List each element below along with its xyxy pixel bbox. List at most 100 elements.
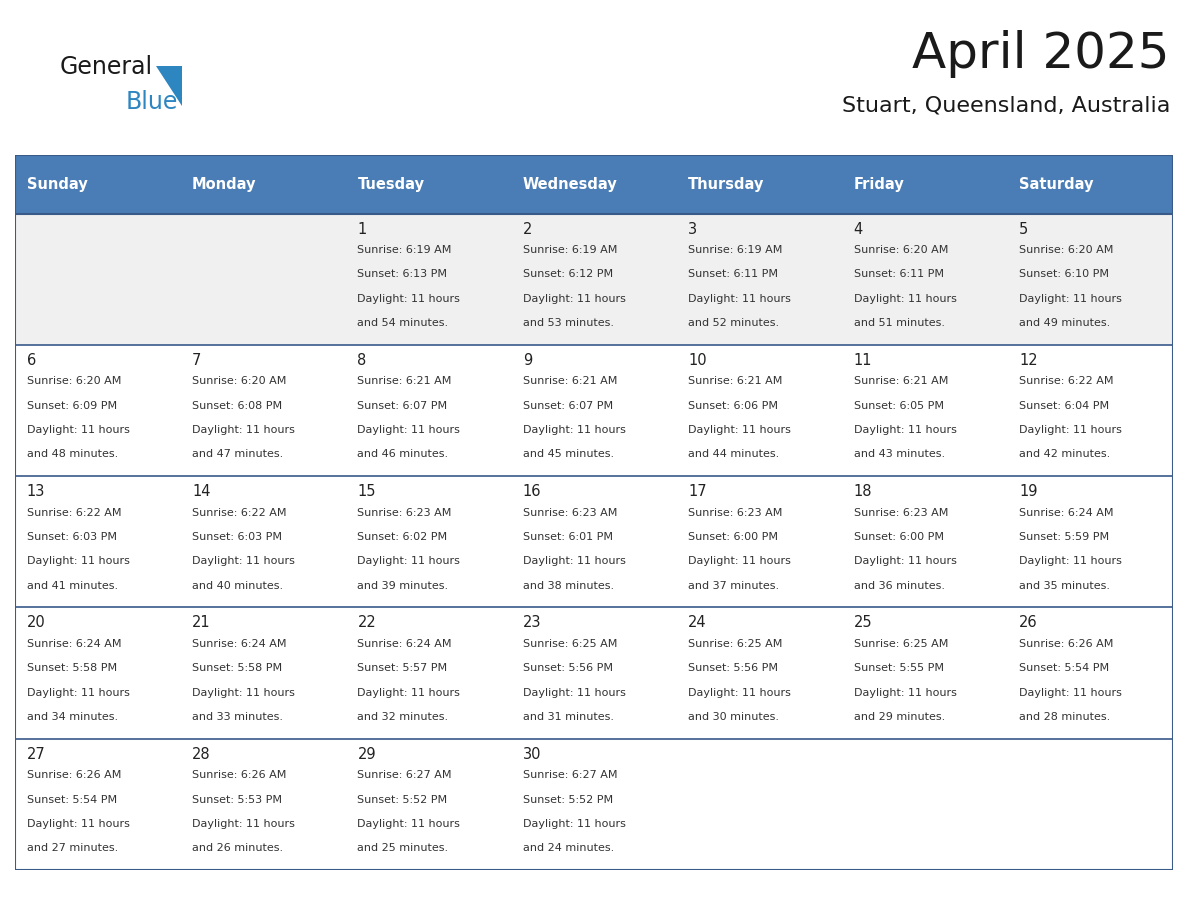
Text: and 30 minutes.: and 30 minutes. [688, 711, 779, 722]
Text: 2: 2 [523, 221, 532, 237]
Polygon shape [156, 66, 182, 106]
Text: Daylight: 11 hours: Daylight: 11 hours [1019, 425, 1121, 435]
Text: 24: 24 [688, 615, 707, 631]
Bar [15, 155, 181, 214]
Text: Sunset: 5:54 PM: Sunset: 5:54 PM [1019, 663, 1110, 673]
Text: Daylight: 11 hours: Daylight: 11 hours [358, 425, 460, 435]
Text: Daylight: 11 hours: Daylight: 11 hours [358, 556, 460, 566]
Text: Sunset: 6:05 PM: Sunset: 6:05 PM [854, 400, 943, 410]
Text: Sunset: 5:54 PM: Sunset: 5:54 PM [26, 794, 116, 804]
Text: Sunset: 6:09 PM: Sunset: 6:09 PM [26, 400, 116, 410]
Text: Sunset: 5:53 PM: Sunset: 5:53 PM [192, 794, 282, 804]
Text: Sunset: 5:52 PM: Sunset: 5:52 PM [358, 794, 448, 804]
Text: Daylight: 11 hours: Daylight: 11 hours [26, 819, 129, 829]
Bar [677, 476, 842, 608]
Text: Sunrise: 6:19 AM: Sunrise: 6:19 AM [523, 245, 618, 255]
Text: Daylight: 11 hours: Daylight: 11 hours [358, 688, 460, 698]
Bar [842, 345, 1007, 476]
Bar [677, 739, 842, 870]
Text: Sunrise: 6:22 AM: Sunrise: 6:22 AM [192, 508, 286, 518]
Bar [511, 155, 677, 214]
Text: Daylight: 11 hours: Daylight: 11 hours [854, 688, 956, 698]
Text: Daylight: 11 hours: Daylight: 11 hours [688, 688, 791, 698]
Bar [842, 214, 1007, 345]
Text: Daylight: 11 hours: Daylight: 11 hours [358, 819, 460, 829]
Text: and 43 minutes.: and 43 minutes. [854, 449, 944, 459]
Text: Stuart, Queensland, Australia: Stuart, Queensland, Australia [841, 95, 1170, 115]
Text: Sunrise: 6:23 AM: Sunrise: 6:23 AM [688, 508, 783, 518]
Bar [15, 214, 181, 345]
Text: Sunrise: 6:20 AM: Sunrise: 6:20 AM [26, 376, 121, 386]
Text: Daylight: 11 hours: Daylight: 11 hours [358, 294, 460, 304]
Text: Daylight: 11 hours: Daylight: 11 hours [688, 425, 791, 435]
Text: Thursday: Thursday [688, 177, 765, 192]
Text: Sunrise: 6:26 AM: Sunrise: 6:26 AM [1019, 639, 1113, 649]
Text: Daylight: 11 hours: Daylight: 11 hours [192, 556, 295, 566]
Bar [346, 608, 511, 739]
Text: Sunrise: 6:24 AM: Sunrise: 6:24 AM [192, 639, 286, 649]
Text: Sunset: 6:06 PM: Sunset: 6:06 PM [688, 400, 778, 410]
Text: 19: 19 [1019, 484, 1037, 499]
Text: Sunrise: 6:20 AM: Sunrise: 6:20 AM [854, 245, 948, 255]
Text: Sunset: 5:58 PM: Sunset: 5:58 PM [26, 663, 116, 673]
Text: and 41 minutes.: and 41 minutes. [26, 580, 118, 590]
Text: 12: 12 [1019, 353, 1038, 368]
Text: 7: 7 [192, 353, 202, 368]
Bar [346, 345, 511, 476]
Text: 3: 3 [688, 221, 697, 237]
Text: Daylight: 11 hours: Daylight: 11 hours [1019, 294, 1121, 304]
Text: Sunset: 6:08 PM: Sunset: 6:08 PM [192, 400, 282, 410]
Text: Daylight: 11 hours: Daylight: 11 hours [854, 556, 956, 566]
Text: Sunset: 6:03 PM: Sunset: 6:03 PM [26, 532, 116, 542]
Bar [1007, 214, 1173, 345]
Bar [15, 345, 181, 476]
Text: and 36 minutes.: and 36 minutes. [854, 580, 944, 590]
Bar [181, 155, 346, 214]
Text: Blue: Blue [126, 90, 178, 114]
Text: Daylight: 11 hours: Daylight: 11 hours [26, 688, 129, 698]
Text: Daylight: 11 hours: Daylight: 11 hours [688, 294, 791, 304]
Text: and 42 minutes.: and 42 minutes. [1019, 449, 1111, 459]
Text: and 28 minutes.: and 28 minutes. [1019, 711, 1111, 722]
Bar [15, 739, 181, 870]
Text: Wednesday: Wednesday [523, 177, 618, 192]
Text: Sunset: 5:56 PM: Sunset: 5:56 PM [688, 663, 778, 673]
Text: and 31 minutes.: and 31 minutes. [523, 711, 614, 722]
Text: 29: 29 [358, 746, 377, 762]
Text: Daylight: 11 hours: Daylight: 11 hours [523, 425, 626, 435]
Bar [346, 739, 511, 870]
Bar [511, 345, 677, 476]
Bar [181, 345, 346, 476]
Bar [511, 476, 677, 608]
Text: Sunrise: 6:21 AM: Sunrise: 6:21 AM [854, 376, 948, 386]
Text: and 37 minutes.: and 37 minutes. [688, 580, 779, 590]
Text: Sunrise: 6:26 AM: Sunrise: 6:26 AM [26, 770, 121, 780]
Text: Daylight: 11 hours: Daylight: 11 hours [1019, 556, 1121, 566]
Text: Sunrise: 6:20 AM: Sunrise: 6:20 AM [192, 376, 286, 386]
Text: April 2025: April 2025 [912, 30, 1170, 78]
Bar [1007, 476, 1173, 608]
Text: and 29 minutes.: and 29 minutes. [854, 711, 944, 722]
Text: and 27 minutes.: and 27 minutes. [26, 843, 118, 853]
Bar [842, 608, 1007, 739]
Text: Sunset: 6:13 PM: Sunset: 6:13 PM [358, 269, 448, 279]
Text: Sunrise: 6:21 AM: Sunrise: 6:21 AM [523, 376, 618, 386]
Text: 6: 6 [26, 353, 36, 368]
Text: Sunset: 5:57 PM: Sunset: 5:57 PM [358, 663, 448, 673]
Text: and 51 minutes.: and 51 minutes. [854, 318, 944, 328]
Text: 10: 10 [688, 353, 707, 368]
Text: Daylight: 11 hours: Daylight: 11 hours [1019, 688, 1121, 698]
Text: and 25 minutes.: and 25 minutes. [358, 843, 449, 853]
Text: Sunrise: 6:23 AM: Sunrise: 6:23 AM [854, 508, 948, 518]
Text: 5: 5 [1019, 221, 1029, 237]
Bar [511, 739, 677, 870]
Text: and 48 minutes.: and 48 minutes. [26, 449, 118, 459]
Text: and 24 minutes.: and 24 minutes. [523, 843, 614, 853]
Text: Sunrise: 6:24 AM: Sunrise: 6:24 AM [1019, 508, 1113, 518]
Text: and 52 minutes.: and 52 minutes. [688, 318, 779, 328]
Text: Sunday: Sunday [26, 177, 88, 192]
Text: Tuesday: Tuesday [358, 177, 424, 192]
Text: Sunrise: 6:25 AM: Sunrise: 6:25 AM [688, 639, 783, 649]
Text: Friday: Friday [854, 177, 904, 192]
Text: Sunrise: 6:24 AM: Sunrise: 6:24 AM [358, 639, 451, 649]
